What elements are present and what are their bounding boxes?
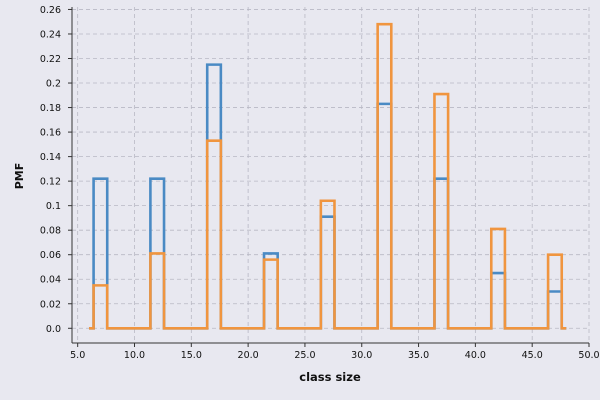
y-tick-label: 0.08: [40, 226, 61, 237]
x-tick-label: 35.0: [408, 350, 429, 361]
y-tick-label: 0.16: [40, 128, 61, 139]
y-tick-label: 0.06: [40, 250, 61, 261]
y-axis-label: PMF: [13, 163, 26, 190]
series-lines: [89, 22, 567, 330]
y-tick-label: 0.02: [40, 299, 61, 310]
x-tick-label: 15.0: [181, 350, 202, 361]
y-tick-label: 0.18: [40, 103, 61, 114]
y-tick-label: 0.0: [46, 324, 61, 335]
y-tick-label: 0.22: [40, 54, 61, 65]
x-tick-label: 25.0: [294, 350, 315, 361]
y-tick-label: 0.1: [46, 201, 61, 212]
y-tick-label: 0.2: [46, 79, 61, 90]
series-1-step-line: [89, 63, 567, 330]
x-tick-label: 45.0: [522, 350, 543, 361]
x-tick-label: 30.0: [351, 350, 372, 361]
y-tick-label: 0.14: [40, 152, 61, 163]
x-tick-label: 10.0: [124, 350, 145, 361]
x-tick-label: 40.0: [465, 350, 486, 361]
y-tick-label: 0.26: [40, 5, 61, 16]
y-tick-label: 0.04: [40, 275, 61, 286]
x-axis-label: class size: [299, 370, 361, 384]
y-tick-label: 0.24: [40, 29, 61, 40]
series-2-step-line: [89, 22, 567, 330]
x-tick-label: 50.0: [578, 350, 599, 361]
axes: 5.0 10.0 15.0 20.0 25.0 30.0 35.0 40.0 45.0 50.0 0…: [40, 5, 600, 361]
y-tick-label: 0.12: [40, 177, 61, 188]
x-tick-label: 20.0: [238, 350, 259, 361]
grid-lines: [72, 7, 590, 343]
x-tick-label: 5.0: [70, 350, 85, 361]
